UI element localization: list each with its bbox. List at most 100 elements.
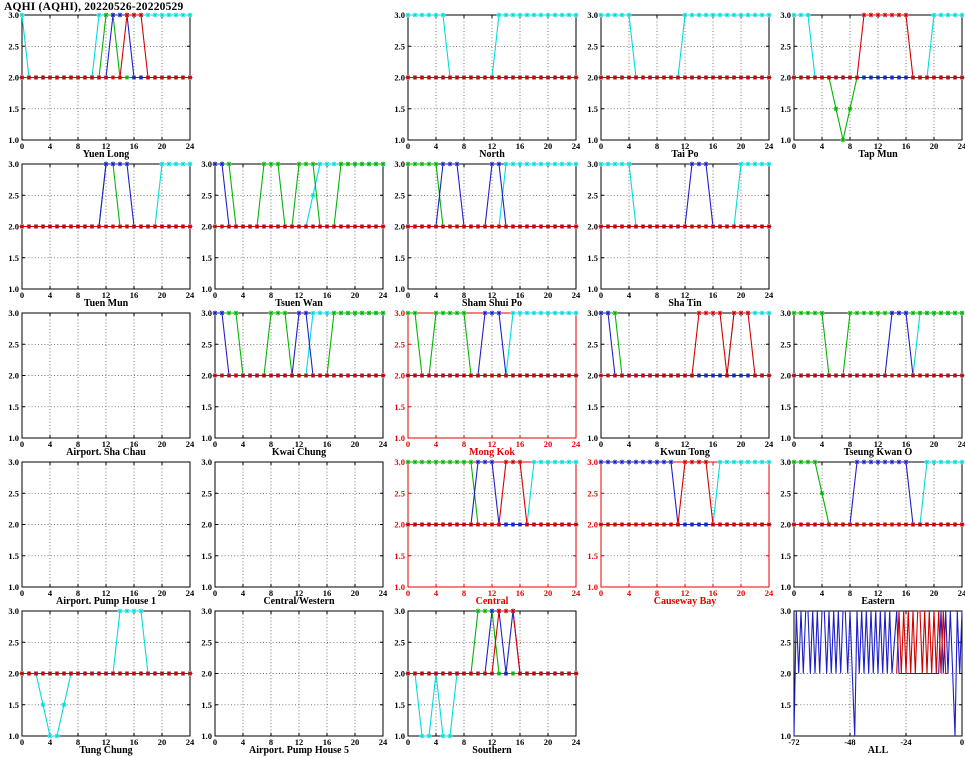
x-tick-label: 0 (792, 141, 796, 151)
chart-airport-sha-chau: 1.0 1.5 2.0 2.5 3.0 0 4 8 12 16 20 24 Airport. Sha C… (8, 308, 195, 458)
y-tick-label: 2.0 (201, 520, 212, 530)
x-tick-label: 12 (488, 439, 497, 449)
y-tick-label: 1.5 (201, 402, 212, 412)
y-tick-label: 3.0 (201, 308, 212, 318)
x-tick-label: 20 (158, 737, 167, 747)
y-tick-label: 3.0 (587, 308, 598, 318)
x-tick-label: 24 (379, 588, 388, 598)
x-tick-label: 24 (958, 588, 965, 598)
chart-kwun-tong: 1.0 1.5 2.0 2.5 3.0 0 4 8 12 16 20 24 Kwun Tong (587, 308, 774, 458)
y-tick-label: 3.0 (201, 159, 212, 169)
x-tick-label: 16 (902, 141, 911, 151)
y-tick-label: 3.0 (8, 10, 19, 20)
x-tick-label: 8 (462, 290, 466, 300)
chart-title: Mong Kok (469, 447, 515, 458)
y-tick-label: 2.5 (780, 637, 791, 647)
y-tick-label: 1.5 (394, 700, 405, 710)
grid-lines (22, 313, 190, 438)
x-tick-label: 20 (351, 737, 360, 747)
grid-lines (215, 611, 383, 736)
series-markers-red (598, 75, 772, 80)
y-tick-label: 1.5 (394, 253, 405, 263)
chart-central-western: 1.0 1.5 2.0 2.5 3.0 0 4 8 12 16 20 24 Central/Wester… (201, 457, 388, 607)
x-tick-label: 20 (158, 588, 167, 598)
x-tick-label: 24 (572, 290, 581, 300)
x-tick-label: 12 (295, 290, 304, 300)
x-tick-label: 16 (130, 141, 139, 151)
x-tick-label: 8 (655, 290, 659, 300)
x-tick-label: 24 (572, 588, 581, 598)
y-tick-label: 3.0 (587, 457, 598, 467)
y-tick-label: 3.0 (780, 10, 791, 20)
x-tick-label: 8 (76, 290, 80, 300)
x-tick-label: 0 (20, 588, 24, 598)
y-tick-label: 1.0 (201, 284, 212, 294)
y-tick-label: 3.0 (201, 457, 212, 467)
x-tick-label: 24 (572, 737, 581, 747)
y-tick-label: 2.0 (587, 222, 598, 232)
x-tick-label: 20 (544, 141, 553, 151)
series-markers-red (405, 608, 579, 676)
chart-tuen-mun: 1.0 1.5 2.0 2.5 3.0 0 4 8 12 16 20 24 Tuen Mun (8, 159, 195, 309)
y-tick-label: 2.0 (394, 371, 405, 381)
chart-title: Tung Chung (79, 745, 132, 756)
x-tick-label: 0 (20, 290, 24, 300)
y-tick-label: 1.0 (394, 731, 405, 741)
y-tick-label: 2.0 (394, 669, 405, 679)
chart-title: Tseung Kwan O (844, 447, 913, 458)
y-tick-label: 2.5 (394, 41, 405, 51)
x-tick-label: 20 (351, 588, 360, 598)
x-tick-label: 12 (102, 290, 111, 300)
y-tick-label: 2.5 (780, 488, 791, 498)
x-tick-label: 16 (516, 439, 525, 449)
y-tick-label: 1.5 (201, 700, 212, 710)
y-tick-label: 2.0 (201, 669, 212, 679)
x-tick-label: 20 (930, 439, 939, 449)
x-tick-label: 12 (681, 290, 690, 300)
y-tick-label: 1.0 (201, 731, 212, 741)
chart-title: Kwai Chung (272, 447, 326, 458)
x-tick-label: 24 (572, 439, 581, 449)
x-tick-label: 4 (241, 439, 246, 449)
x-tick-label: 12 (488, 141, 497, 151)
x-tick-label: 4 (627, 439, 632, 449)
y-tick-label: 1.5 (8, 253, 19, 263)
series-markers-red (791, 373, 965, 378)
x-tick-label: 8 (76, 141, 80, 151)
x-tick-label: 16 (516, 290, 525, 300)
y-tick-label: 2.0 (8, 73, 19, 83)
y-tick-label: 1.5 (587, 402, 598, 412)
x-tick-label: 12 (295, 737, 304, 747)
x-tick-label: 12 (295, 588, 304, 598)
y-tick-label: 1.0 (587, 433, 598, 443)
x-tick-label: 0 (20, 737, 24, 747)
series-markers-red (405, 224, 579, 229)
x-tick-label: 4 (48, 588, 53, 598)
x-tick-label: 4 (434, 439, 439, 449)
x-tick-label: 24 (379, 737, 388, 747)
y-tick-label: 1.5 (8, 551, 19, 561)
y-tick-label: 2.5 (587, 339, 598, 349)
y-tick-label: 1.0 (8, 135, 19, 145)
x-tick-label: 4 (48, 439, 53, 449)
y-tick-label: 1.0 (8, 731, 19, 741)
x-tick-label: 20 (351, 439, 360, 449)
y-tick-label: 1.5 (780, 551, 791, 561)
x-tick-label: 20 (158, 290, 167, 300)
x-tick-label: 16 (323, 588, 332, 598)
x-tick-label: 4 (627, 588, 632, 598)
x-tick-label: 24 (379, 290, 388, 300)
chart-title: Yuen Long (83, 149, 130, 160)
chart-tap-mun: 1.0 1.5 2.0 2.5 3.0 0 4 8 12 16 20 24 Tap Mun (780, 10, 965, 160)
series-markers-red (405, 75, 579, 80)
y-tick-label: 2.0 (201, 371, 212, 381)
y-tick-label: 2.5 (201, 637, 212, 647)
y-tick-label: 1.5 (394, 104, 405, 114)
x-tick-label: 0 (960, 737, 964, 747)
y-tick-label: 1.0 (394, 433, 405, 443)
x-tick-label: 0 (599, 141, 603, 151)
series-line-blue (215, 312, 383, 377)
series-markers-red (405, 459, 579, 527)
x-tick-label: 8 (462, 588, 466, 598)
y-tick-label: 1.0 (780, 433, 791, 443)
